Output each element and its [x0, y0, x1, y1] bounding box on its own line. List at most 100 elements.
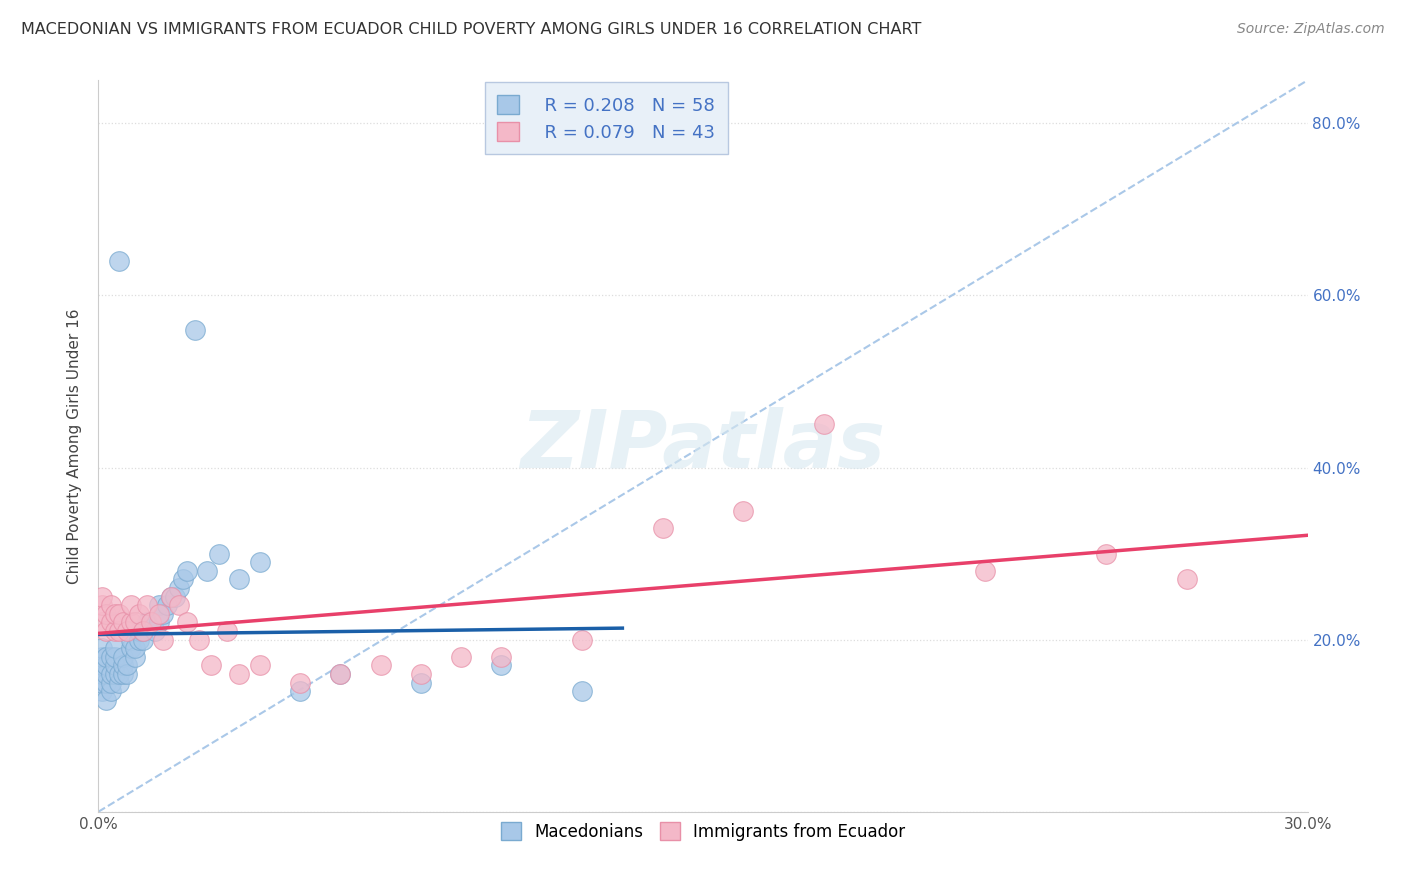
Point — [107, 624, 129, 638]
Point — [329, 667, 352, 681]
Point — [228, 667, 250, 681]
Point — [172, 573, 194, 587]
Point — [91, 590, 114, 604]
Point — [124, 649, 146, 664]
Point — [143, 624, 166, 638]
Point — [1175, 573, 1198, 587]
Point — [111, 658, 134, 673]
Point — [160, 590, 183, 604]
Y-axis label: Child Poverty Among Girls Under 16: Child Poverty Among Girls Under 16 — [67, 309, 83, 583]
Point — [120, 641, 142, 656]
Point — [288, 684, 311, 698]
Point — [91, 675, 114, 690]
Point — [111, 667, 134, 681]
Point — [107, 675, 129, 690]
Point — [91, 667, 114, 681]
Point — [100, 615, 122, 630]
Point — [329, 667, 352, 681]
Point — [217, 624, 239, 638]
Point — [139, 615, 162, 630]
Point — [91, 598, 114, 612]
Point — [100, 598, 122, 612]
Point — [96, 649, 118, 664]
Point — [571, 684, 593, 698]
Point — [249, 658, 271, 673]
Point — [91, 658, 114, 673]
Point — [96, 667, 118, 681]
Point — [176, 615, 198, 630]
Point — [96, 624, 118, 638]
Point — [103, 641, 125, 656]
Point — [370, 658, 392, 673]
Text: ZIPatlas: ZIPatlas — [520, 407, 886, 485]
Point — [135, 615, 157, 630]
Point — [135, 598, 157, 612]
Point — [160, 590, 183, 604]
Point — [156, 598, 179, 612]
Point — [184, 323, 207, 337]
Point — [96, 607, 118, 621]
Point — [651, 521, 673, 535]
Point — [148, 598, 170, 612]
Point — [100, 684, 122, 698]
Point — [974, 564, 997, 578]
Point — [409, 675, 432, 690]
Point — [491, 649, 513, 664]
Point — [100, 675, 122, 690]
Point — [132, 632, 155, 647]
Point — [813, 417, 835, 432]
Point — [96, 693, 118, 707]
Point — [107, 607, 129, 621]
Point — [103, 667, 125, 681]
Point — [124, 615, 146, 630]
Point — [120, 615, 142, 630]
Point — [128, 607, 150, 621]
Point — [91, 649, 114, 664]
Point — [139, 615, 162, 630]
Point — [115, 667, 138, 681]
Point — [96, 658, 118, 673]
Point — [100, 667, 122, 681]
Point — [115, 658, 138, 673]
Legend: Macedonians, Immigrants from Ecuador: Macedonians, Immigrants from Ecuador — [494, 815, 912, 847]
Point — [571, 632, 593, 647]
Point — [91, 641, 114, 656]
Point — [491, 658, 513, 673]
Point — [195, 564, 218, 578]
Point — [120, 598, 142, 612]
Point — [100, 649, 122, 664]
Point — [200, 658, 222, 673]
Text: Source: ZipAtlas.com: Source: ZipAtlas.com — [1237, 22, 1385, 37]
Point — [107, 254, 129, 268]
Point — [1095, 547, 1118, 561]
Point — [163, 590, 186, 604]
Point — [733, 503, 755, 517]
Point — [132, 624, 155, 638]
Point — [96, 675, 118, 690]
Text: MACEDONIAN VS IMMIGRANTS FROM ECUADOR CHILD POVERTY AMONG GIRLS UNDER 16 CORRELA: MACEDONIAN VS IMMIGRANTS FROM ECUADOR CH… — [21, 22, 921, 37]
Point — [91, 615, 114, 630]
Point — [288, 675, 311, 690]
Point — [111, 615, 134, 630]
Point — [91, 658, 114, 673]
Point — [128, 632, 150, 647]
Point — [152, 607, 174, 621]
Point — [115, 624, 138, 638]
Point — [228, 573, 250, 587]
Point — [450, 649, 472, 664]
Point — [188, 632, 211, 647]
Point — [176, 564, 198, 578]
Point — [132, 624, 155, 638]
Point — [148, 615, 170, 630]
Point — [103, 649, 125, 664]
Point — [249, 555, 271, 569]
Point — [103, 658, 125, 673]
Point — [152, 632, 174, 647]
Point — [103, 624, 125, 638]
Point — [120, 632, 142, 647]
Point — [103, 607, 125, 621]
Point — [107, 667, 129, 681]
Point — [111, 649, 134, 664]
Point — [409, 667, 432, 681]
Point — [91, 684, 114, 698]
